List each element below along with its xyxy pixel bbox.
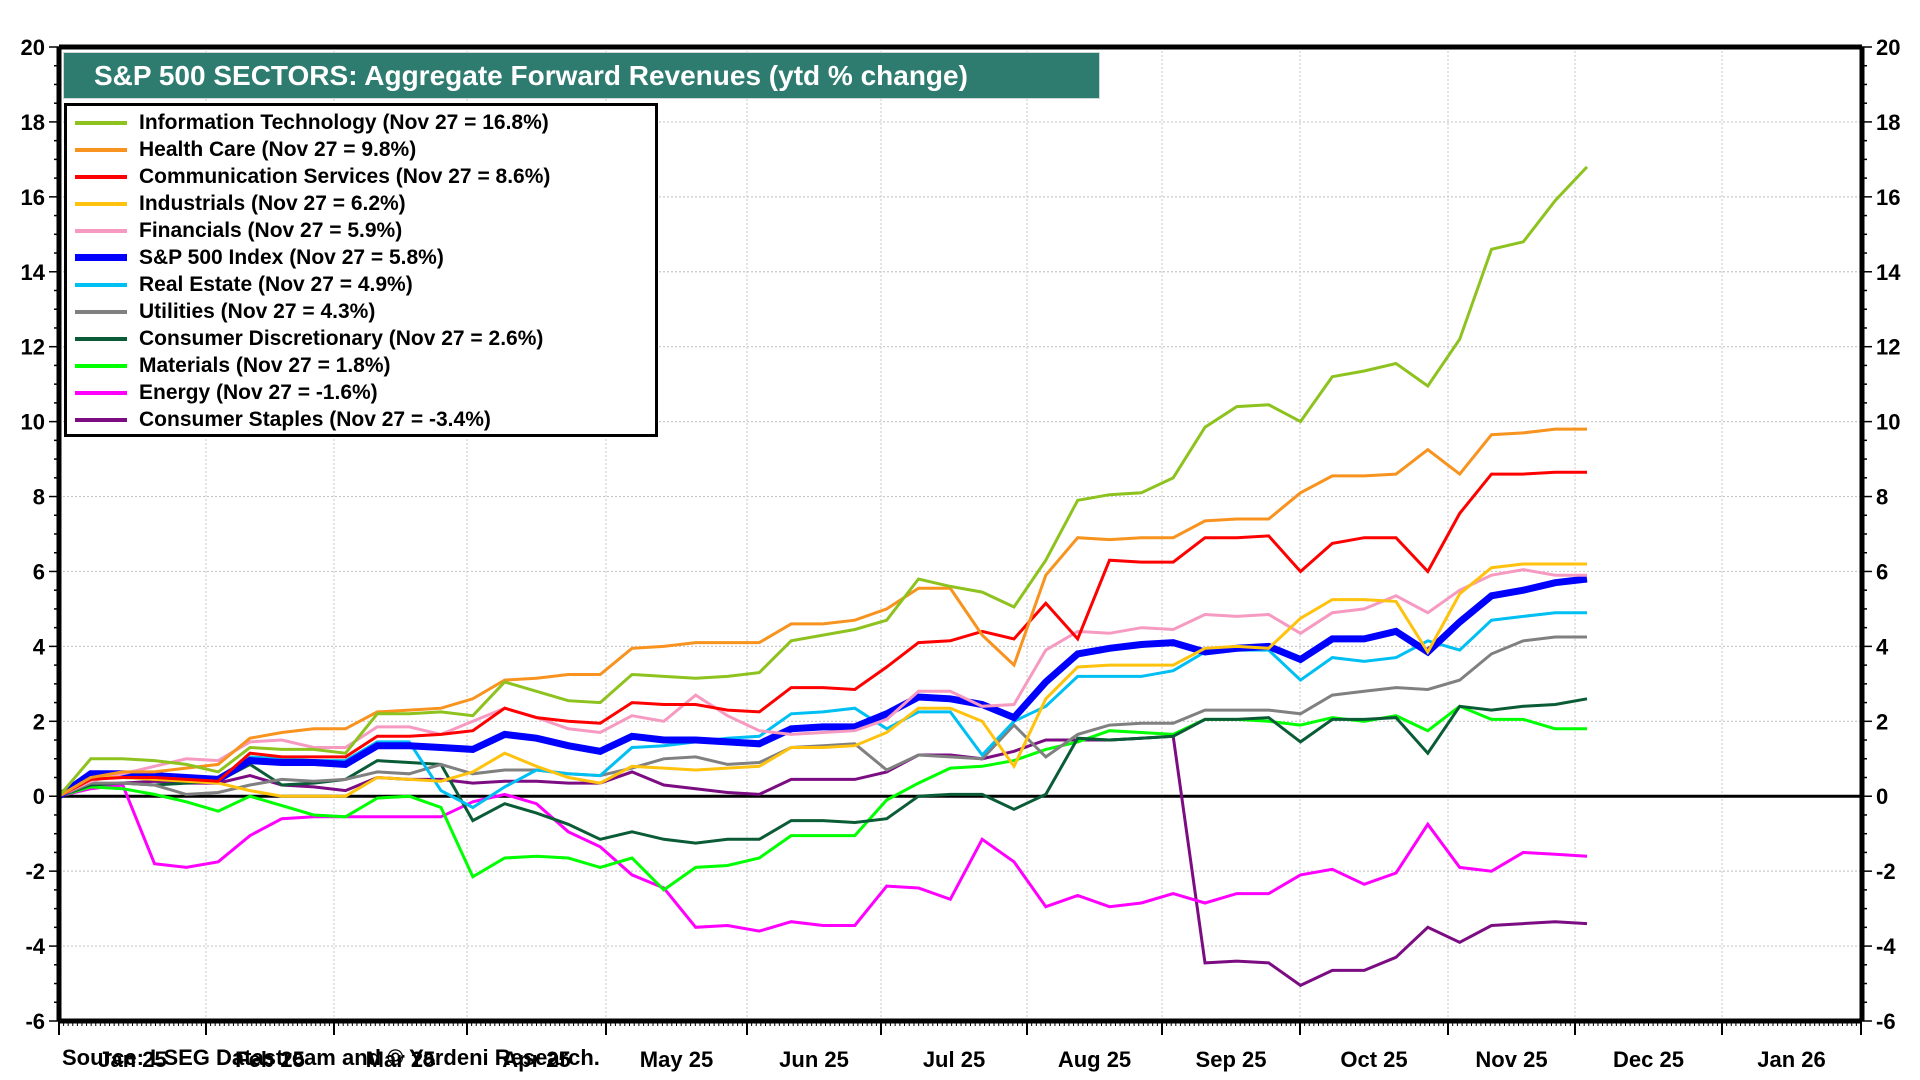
y-tick-label-left: -4 <box>25 934 45 959</box>
x-tick-label: Jan 25 <box>98 1047 167 1072</box>
legend-item: Materials (Nov 27 = 1.8%) <box>75 352 655 379</box>
x-tick-label: May 25 <box>640 1047 713 1072</box>
y-tick-label-left: 12 <box>21 335 45 360</box>
series-line-industrials <box>58 562 1587 798</box>
y-tick-label-right: 2 <box>1876 709 1888 734</box>
legend-swatch <box>75 174 127 179</box>
x-tick-label: Sep 25 <box>1196 1047 1267 1072</box>
y-tick-label-left: 6 <box>33 559 45 584</box>
y-tick-label-right: -2 <box>1876 859 1896 884</box>
y-tick-label-left: 10 <box>21 410 45 435</box>
x-tick-label: Oct 25 <box>1340 1047 1407 1072</box>
y-tick-label-left: -2 <box>25 859 45 884</box>
x-tick-label: Feb 25 <box>235 1047 305 1072</box>
y-tick-label-left: 18 <box>21 110 45 135</box>
legend-item: Health Care (Nov 27 = 9.8%) <box>75 136 655 163</box>
series-line-consumer-staples <box>58 734 1588 988</box>
legend-item: Utilities (Nov 27 = 4.3%) <box>75 298 655 325</box>
legend-label: S&P 500 Index (Nov 27 = 5.8%) <box>139 245 444 269</box>
y-tick-label-left: 16 <box>21 185 45 210</box>
y-tick-label-left: 0 <box>33 784 45 809</box>
legend-label: Consumer Discretionary (Nov 27 = 2.6%) <box>139 326 544 350</box>
legend-label: Consumer Staples (Nov 27 = -3.4%) <box>139 407 491 431</box>
legend-item: Industrials (Nov 27 = 6.2%) <box>75 190 655 217</box>
legend-label: Utilities (Nov 27 = 4.3%) <box>139 299 376 323</box>
x-tick-label: Nov 25 <box>1475 1047 1547 1072</box>
y-tick-label-left: -6 <box>25 1009 45 1034</box>
legend-swatch <box>75 336 127 341</box>
y-tick-label-left: 14 <box>21 260 46 285</box>
y-tick-label-left: 4 <box>33 634 46 659</box>
y-tick-label-right: 0 <box>1876 784 1888 809</box>
axes <box>49 44 1872 1035</box>
y-tick-label-right: 16 <box>1876 185 1900 210</box>
legend-label: Energy (Nov 27 = -1.6%) <box>139 380 378 404</box>
x-tick-label: Mar 25 <box>366 1047 436 1072</box>
legend-item: Real Estate (Nov 27 = 4.9%) <box>75 271 655 298</box>
y-axis-right-labels: -6 -4 -2 0 2 4 6 8 10 12 14 16 18 20 <box>1876 35 1901 1034</box>
legend-label: Materials (Nov 27 = 1.8%) <box>139 353 391 377</box>
series-line-materials <box>58 704 1587 892</box>
legend-label: Communication Services (Nov 27 = 8.6%) <box>139 164 551 188</box>
y-tick-label-right: 8 <box>1876 485 1888 510</box>
series-line-communication-services <box>58 470 1587 798</box>
x-tick-label: Jul 25 <box>923 1047 985 1072</box>
legend-label: Industrials (Nov 27 = 6.2%) <box>139 191 406 215</box>
x-tick-label: Jan 26 <box>1757 1047 1826 1072</box>
legend-swatch <box>75 228 127 233</box>
legend-item: Communication Services (Nov 27 = 8.6%) <box>75 163 655 190</box>
y-tick-label-right: -6 <box>1876 1009 1896 1034</box>
x-tick-label: Dec 25 <box>1613 1047 1684 1072</box>
legend-swatch <box>75 147 127 152</box>
legend: Information Technology (Nov 27 = 16.8%) H… <box>64 103 658 437</box>
y-tick-label-right: 4 <box>1876 634 1889 659</box>
series-line-energy <box>58 783 1588 933</box>
x-tick-label: Jun 25 <box>779 1047 849 1072</box>
y-tick-label-right: 10 <box>1876 410 1900 435</box>
legend-label: Information Technology (Nov 27 = 16.8%) <box>139 110 549 134</box>
legend-label: Real Estate (Nov 27 = 4.9%) <box>139 272 413 296</box>
series-line-utilities <box>58 635 1587 798</box>
series-lines <box>56 165 1589 988</box>
legend-swatch <box>75 120 127 125</box>
source-note: Source: LSEG Datastream and © Yardeni Re… <box>62 1045 600 1070</box>
x-axis-labels: Jan 25 Feb 25 Mar 25 Apr 25 May 25 Jun 25 Jul … <box>98 1047 1826 1072</box>
legend-item: S&P 500 Index (Nov 27 = 5.8%) <box>75 244 655 271</box>
legend-swatch <box>75 201 127 206</box>
y-tick-label-right: 18 <box>1876 110 1900 135</box>
legend-label: Health Care (Nov 27 = 9.8%) <box>139 137 417 161</box>
y-tick-label-left: 2 <box>33 709 45 734</box>
series-line-consumer-discretionary <box>58 697 1588 845</box>
chart-title: S&P 500 SECTORS: Aggregate Forward Reven… <box>63 52 1100 99</box>
series-line-sandp-500-index <box>56 575 1588 800</box>
series-line-information-technology <box>57 165 1589 798</box>
y-axis-left-labels: -6 -4 -2 0 2 4 6 8 10 12 14 16 18 20 <box>21 35 46 1034</box>
y-tick-label-right: 14 <box>1876 260 1901 285</box>
legend-swatch <box>75 417 127 422</box>
legend-item: Energy (Nov 27 = -1.6%) <box>75 379 655 406</box>
y-tick-label-right: -4 <box>1876 934 1896 959</box>
legend-swatch <box>75 254 127 261</box>
y-tick-label-right: 20 <box>1876 35 1900 60</box>
x-tick-label: Apr 25 <box>502 1047 570 1072</box>
y-tick-label-left: 8 <box>33 485 45 510</box>
legend-swatch <box>75 363 127 368</box>
legend-swatch <box>75 309 127 314</box>
y-tick-label-right: 12 <box>1876 335 1900 360</box>
series-line-financials <box>58 568 1587 798</box>
legend-item: Consumer Staples (Nov 27 = -3.4%) <box>75 406 655 433</box>
legend-item: Financials (Nov 27 = 5.9%) <box>75 217 655 244</box>
y-tick-label-right: 6 <box>1876 559 1888 584</box>
x-tick-label: Aug 25 <box>1058 1047 1131 1072</box>
legend-swatch <box>75 282 127 287</box>
y-tick-label-left: 20 <box>21 35 45 60</box>
legend-swatch <box>75 390 127 395</box>
series-line-health-care <box>58 427 1587 798</box>
legend-label: Financials (Nov 27 = 5.9%) <box>139 218 403 242</box>
legend-item: Information Technology (Nov 27 = 16.8%) <box>75 109 655 136</box>
legend-item: Consumer Discretionary (Nov 27 = 2.6%) <box>75 325 655 352</box>
